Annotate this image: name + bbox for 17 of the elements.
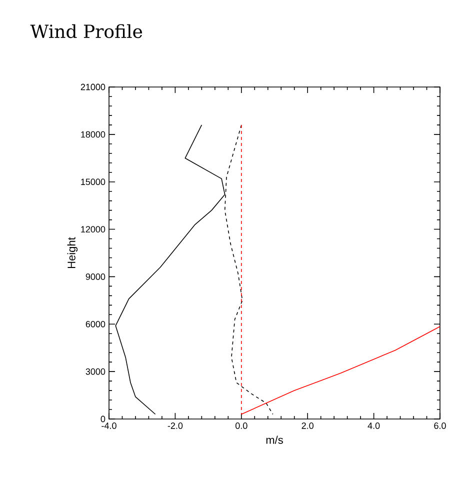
x-tick-label: 4.0 (368, 422, 380, 429)
y-tick-label: 6000 (86, 320, 106, 328)
y-tick-label: 3000 (86, 368, 106, 375)
y-tick-label: 0 (100, 416, 106, 422)
x-tick-label: 2.0 (302, 422, 314, 429)
x-axis-title: m/s (266, 436, 283, 444)
y-tick-label: 18000 (81, 131, 106, 138)
y-tick-label: 12000 (81, 226, 106, 232)
x-tick-label: -2.0 (168, 422, 183, 429)
y-tick-label: 9000 (86, 274, 106, 280)
y-tick-label: 21000 (80, 84, 106, 90)
x-tick-label: 0.0 (235, 422, 248, 429)
y-axis-title: Height (67, 237, 78, 268)
x-tick-label: -4.0 (102, 422, 116, 429)
y-tick-label: 15000 (81, 178, 106, 186)
x-tick-label: 6.0 (434, 422, 446, 429)
chart-title: Wind Profile (30, 24, 142, 38)
